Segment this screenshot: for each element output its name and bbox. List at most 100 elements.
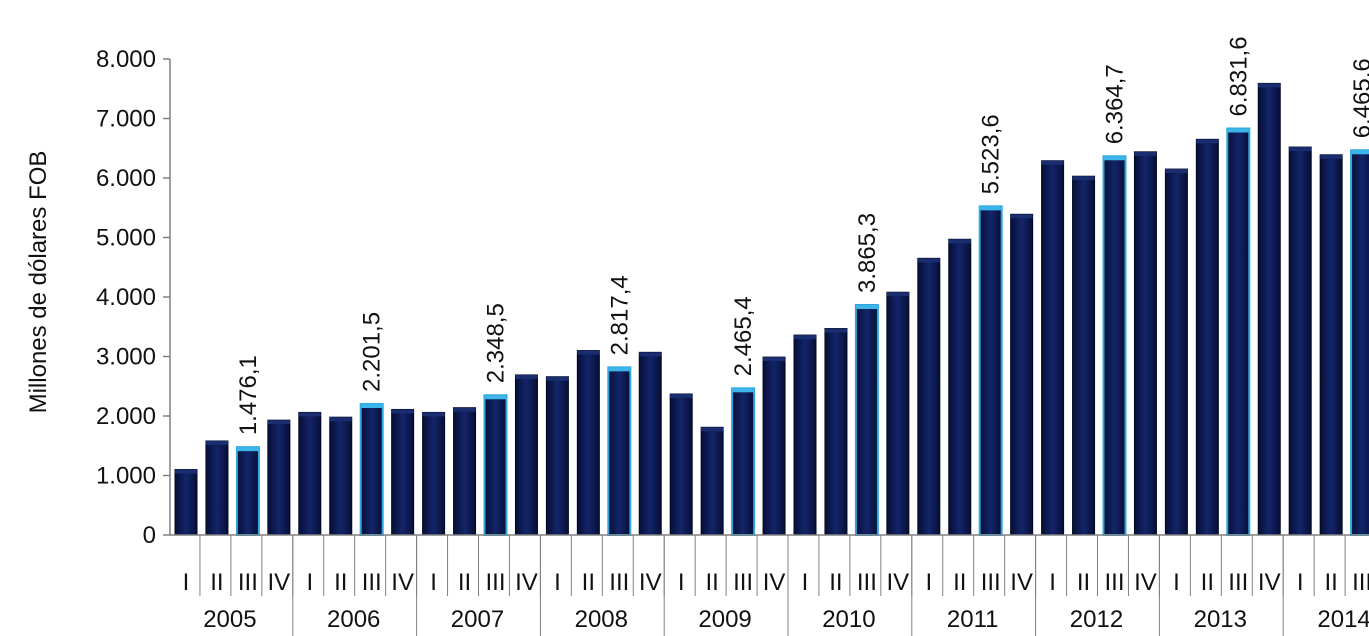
bar-top-bevel: [948, 239, 971, 244]
bar: [1133, 151, 1157, 536]
bar-top-bevel: [1072, 176, 1095, 181]
quarter-label: IV: [391, 569, 414, 596]
bar-top-bevel: [824, 328, 847, 333]
quarter-label: III: [1104, 569, 1124, 596]
bar-top-bevel: [360, 404, 383, 409]
bar-top-bevel: [1351, 150, 1369, 155]
bar-highlighted: [1102, 155, 1127, 536]
quarter-label: III: [1228, 569, 1248, 596]
bar: [917, 257, 941, 536]
bar: [948, 238, 972, 536]
y-tick-label: 5.000: [96, 225, 156, 252]
year-label: 2010: [822, 606, 875, 633]
quarter-label: II: [582, 569, 595, 596]
bar-top-bevel: [267, 420, 290, 425]
data-label: 2.817,4: [606, 275, 633, 355]
bar-top-bevel: [1041, 160, 1064, 165]
quarter-label: I: [1049, 569, 1056, 596]
bar-top-bevel: [1196, 139, 1219, 144]
year-label: 2007: [451, 606, 504, 633]
quarter-label: I: [678, 569, 685, 596]
bar-top-bevel: [917, 258, 940, 263]
quarter-label: IV: [763, 569, 786, 596]
bar: [1072, 175, 1096, 536]
bar: [793, 334, 817, 536]
quarter-label: III: [485, 569, 505, 596]
y-axis-title: Millones de dólares FOB: [25, 151, 52, 414]
bar-top-bevel: [546, 376, 569, 381]
bar-top-bevel: [886, 292, 909, 297]
bar-top-bevel: [453, 407, 476, 412]
bar: [453, 407, 477, 536]
bar-top-bevel: [1320, 154, 1343, 159]
bar-top-bevel: [577, 350, 600, 355]
bar-highlighted: [359, 403, 384, 536]
quarter-label: II: [1201, 569, 1214, 596]
bar: [391, 408, 415, 536]
axes-layer: 0 1.000 2.000 3.000 4.000 5.000 6.000 7.000 8.00…: [96, 46, 1369, 636]
bar: [886, 291, 910, 536]
bars-layer: [174, 82, 1369, 537]
quarter-label: II: [1077, 569, 1090, 596]
bar-top-bevel: [1103, 156, 1126, 161]
bar-top-bevel: [175, 469, 197, 474]
quarter-label: III: [857, 569, 877, 596]
bar-top-bevel: [639, 352, 662, 357]
bar-top-bevel: [1227, 128, 1250, 133]
quarter-label: II: [705, 569, 718, 596]
bar-top-bevel: [515, 374, 538, 379]
bar-highlighted: [978, 205, 1003, 536]
y-tick-label: 4.000: [96, 284, 156, 311]
bar: [1257, 82, 1281, 536]
bar: [1195, 138, 1219, 536]
quarter-label: II: [953, 569, 966, 596]
bar-top-bevel: [979, 206, 1002, 211]
bar-top-bevel: [1289, 147, 1312, 152]
y-tick-label: 1.000: [96, 463, 156, 490]
bar-top-bevel: [1134, 151, 1157, 156]
quarter-label: III: [238, 569, 258, 596]
y-tick-label: 2.000: [96, 403, 156, 430]
quarter-label: I: [554, 569, 561, 596]
y-tick-label: 3.000: [96, 344, 156, 371]
bar-top-bevel: [484, 395, 507, 400]
bar: [205, 440, 229, 536]
year-label: 2005: [203, 606, 256, 633]
bar: [1288, 146, 1312, 536]
bar-highlighted: [1226, 127, 1251, 536]
year-label: 2012: [1070, 606, 1123, 633]
data-label: 2.201,5: [359, 312, 386, 392]
bar-top-bevel: [422, 412, 445, 417]
data-label: 6.831,6: [1225, 36, 1252, 116]
bar-highlighted: [1350, 149, 1369, 536]
bar: [329, 416, 353, 536]
quarter-label: I: [802, 569, 809, 596]
quarter-label: IV: [268, 569, 291, 596]
bar-highlighted: [235, 446, 260, 537]
bar: [1010, 213, 1034, 536]
bar-top-bevel: [701, 427, 724, 432]
bar: [1319, 154, 1343, 536]
bar: [700, 426, 724, 536]
bar-top-bevel: [670, 393, 693, 398]
bar-top-bevel: [236, 447, 259, 452]
quarter-label: IV: [639, 569, 662, 596]
bar-top-bevel: [763, 357, 786, 362]
data-label: 5.523,6: [978, 114, 1005, 194]
bar-highlighted: [607, 366, 632, 536]
data-label: 6.364,7: [1102, 64, 1129, 144]
quarter-label: III: [733, 569, 753, 596]
quarter-label: I: [925, 569, 932, 596]
quarter-label: IV: [1010, 569, 1033, 596]
data-label: 3.865,3: [854, 213, 881, 293]
year-label: 2008: [575, 606, 628, 633]
quarter-label: III: [1352, 569, 1369, 596]
bar: [1041, 160, 1065, 536]
bar-highlighted: [854, 304, 879, 536]
quarter-label: I: [1297, 569, 1304, 596]
bar-top-bevel: [855, 305, 878, 310]
bar: [824, 328, 848, 536]
